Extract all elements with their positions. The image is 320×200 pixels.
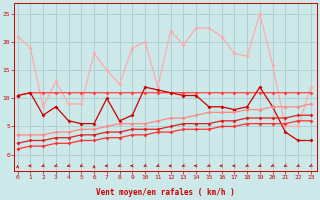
X-axis label: Vent moyen/en rafales ( km/h ): Vent moyen/en rafales ( km/h ) bbox=[96, 188, 235, 197]
